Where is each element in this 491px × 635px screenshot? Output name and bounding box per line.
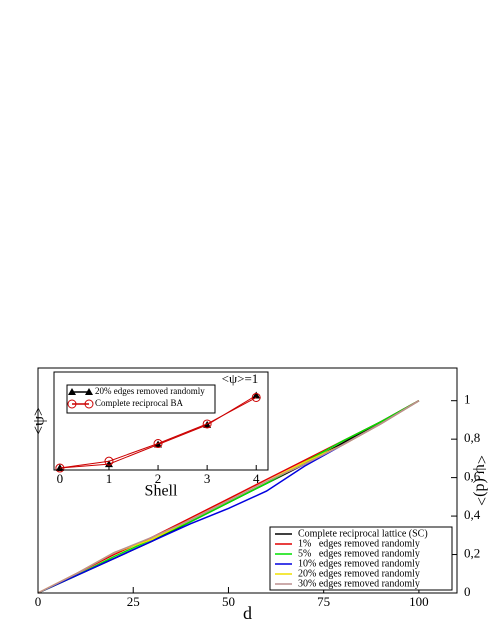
marker-triangle (252, 391, 261, 399)
legend-label: 5% edges removed randomly (298, 548, 420, 559)
y-tick-label: 0,6 (464, 469, 481, 484)
legend-label: 20% edges removed randomly (95, 386, 205, 396)
series-line (59, 397, 257, 469)
x-tick-label: 3 (204, 471, 211, 486)
marker-triangle (104, 460, 113, 468)
legend-box (66, 384, 216, 414)
legend-label: 1% edges removed randomly (298, 538, 420, 549)
legend-marker (84, 399, 94, 409)
y-axis-label: <ψ> (31, 407, 48, 435)
x-tick-label: 0 (35, 594, 42, 609)
legend-marker (85, 388, 93, 395)
marker-circle (55, 463, 65, 473)
legend-box (269, 526, 453, 591)
x-axis-label: d (243, 603, 252, 623)
x-tick-label: 2 (155, 471, 162, 486)
y-tick-label: 1 (464, 392, 471, 407)
legend-label: Complete reciprocal lattice (SC) (298, 528, 428, 539)
marker-circle (202, 419, 212, 429)
x-tick-label: 4 (253, 471, 260, 486)
plot-frame (37, 367, 458, 594)
legend-marker (67, 399, 77, 409)
series-line (37, 400, 420, 594)
x-tick-label: 50 (222, 594, 235, 609)
x-tick-label: 0 (57, 471, 64, 486)
legend-marker (68, 388, 76, 395)
y-tick-label: 0,8 (464, 430, 480, 445)
marker-circle (104, 456, 114, 466)
x-tick-label: 25 (127, 594, 140, 609)
y-tick-label: 0,4 (464, 507, 481, 522)
y-tick-label: 0,2 (464, 546, 480, 561)
x-tick-label: 75 (317, 594, 330, 609)
series-line (37, 400, 420, 594)
marker-circle (251, 392, 261, 402)
x-axis-label: Shell (145, 483, 178, 500)
x-tick-label: 100 (409, 594, 429, 609)
legend-label: Complete reciprocal BA (95, 398, 183, 408)
plot-frame (53, 371, 269, 471)
annotation: <ψ>=1 (222, 371, 259, 386)
x-tick-label: 1 (106, 471, 113, 486)
legend-label: 30% edges removed randomly (298, 578, 420, 589)
y-tick-label: 0 (464, 584, 471, 599)
legend-label: 10% edges removed randomly (298, 558, 420, 569)
legend-label: 20% edges removed randomly (298, 568, 420, 579)
y-axis-label: <ψ (d)> (472, 455, 489, 506)
marker-circle (153, 439, 163, 449)
